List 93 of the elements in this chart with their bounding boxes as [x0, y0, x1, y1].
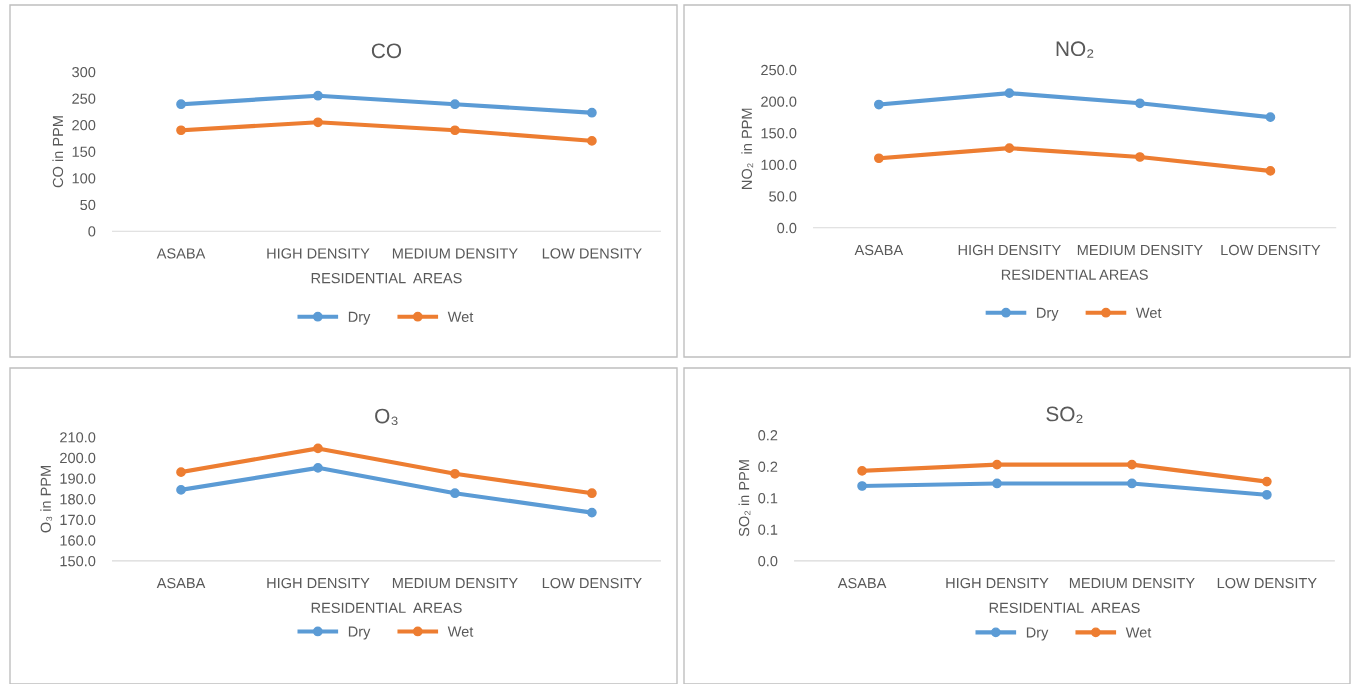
y-tick-label: 50 — [80, 199, 96, 211]
y-tick-label: 200.0 — [761, 96, 797, 107]
point — [450, 125, 460, 136]
y-axis-title: O₃ in PPM — [40, 466, 53, 533]
y-tick-label: 200.0 — [60, 452, 96, 464]
y-tick-label: 150 — [72, 146, 96, 157]
y-tick-label: 0.0 — [758, 555, 778, 567]
point — [1004, 88, 1015, 99]
point — [450, 488, 460, 499]
point — [992, 478, 1002, 489]
y-tick-label: 180.0 — [60, 494, 96, 505]
y-tick-label: 160.0 — [60, 535, 96, 546]
point — [857, 466, 867, 476]
point — [1004, 143, 1015, 153]
point — [857, 481, 867, 491]
point — [873, 99, 884, 110]
x-tick-label: ASABA — [854, 244, 904, 256]
x-tick-label: ASABA — [837, 577, 887, 589]
legend-label: Wet — [1135, 307, 1162, 318]
y-tick-label: 50.0 — [769, 191, 797, 202]
legend-label: Wet — [447, 626, 474, 637]
x-tick-label: MEDIUM DENSITY — [1069, 577, 1195, 589]
point — [1261, 476, 1272, 487]
point — [1135, 98, 1145, 109]
point — [1127, 459, 1137, 470]
point — [992, 459, 1002, 470]
y-tick-label: 210.0 — [60, 432, 96, 443]
chart-title: O₃ — [375, 408, 398, 426]
point — [1261, 489, 1272, 500]
legend-label: Dry — [348, 626, 371, 640]
point — [313, 443, 323, 454]
y-tick-label: 100.0 — [761, 159, 797, 170]
point — [587, 107, 597, 118]
y-tick-label: 0.1 — [758, 493, 778, 504]
point — [450, 99, 460, 110]
chart-title: SO₂ — [1046, 406, 1083, 423]
point — [176, 467, 186, 478]
y-tick-label: 0.2 — [758, 461, 778, 472]
x-tick-label: ASABA — [156, 577, 206, 589]
legend-label: Dry — [1026, 627, 1049, 641]
point — [873, 153, 884, 164]
x-tick-label: HIGH DENSITY — [267, 577, 370, 589]
legend-label: Wet — [447, 311, 474, 322]
point — [587, 136, 597, 146]
legend-label: Wet — [1125, 627, 1152, 638]
point — [1265, 166, 1276, 176]
x-axis-title: RESIDENTIAL AREAS — [311, 602, 462, 613]
point — [176, 485, 186, 495]
y-tick-label: 100 — [72, 173, 96, 184]
point — [313, 117, 323, 128]
y-axis-title: CO in PPM — [52, 116, 64, 188]
y-tick-label: 170.0 — [60, 514, 96, 526]
y-tick-label: 190.0 — [60, 473, 96, 484]
x-tick-label: HIGH DENSITY — [267, 248, 370, 259]
x-tick-label: LOW DENSITY — [1217, 577, 1317, 589]
y-tick-label: 0.1 — [758, 524, 778, 535]
point — [450, 468, 460, 479]
y-tick-label: 250.0 — [761, 64, 797, 76]
point — [1265, 112, 1276, 123]
y-tick-label: 200 — [72, 120, 96, 131]
point — [313, 462, 323, 473]
y-tick-label: 250 — [72, 93, 96, 104]
x-tick-label: LOW DENSITY — [1221, 244, 1321, 256]
y-tick-label: 150.0 — [761, 128, 797, 139]
x-tick-label: MEDIUM DENSITY — [392, 248, 518, 259]
x-tick-label: LOW DENSITY — [542, 248, 642, 259]
y-axis-title: SO₂ in PPM — [738, 460, 751, 537]
x-tick-label: HIGH DENSITY — [958, 244, 1061, 256]
point — [313, 90, 323, 101]
x-axis-title: RESIDENTIAL AREAS — [989, 602, 1140, 613]
point — [587, 507, 597, 518]
point — [587, 488, 597, 499]
x-tick-label: MEDIUM DENSITY — [392, 577, 518, 589]
x-tick-label: ASABA — [156, 248, 206, 259]
point — [176, 125, 186, 136]
x-tick-label: HIGH DENSITY — [946, 577, 1049, 589]
y-axis-title: NO₂ in PPM — [741, 108, 754, 189]
x-axis-title: RESIDENTIAL AREAS — [311, 272, 462, 284]
y-tick-label: 0 — [88, 226, 96, 237]
point — [1127, 478, 1137, 489]
chart-title: CO — [371, 43, 402, 59]
legend-label: Dry — [1037, 307, 1059, 321]
x-axis-title: RESIDENTIAL AREAS — [1001, 269, 1148, 280]
y-tick-label: 150.0 — [60, 555, 96, 567]
chart-title: NO₂ — [1056, 41, 1094, 58]
x-tick-label: MEDIUM DENSITY — [1077, 244, 1203, 256]
point — [176, 99, 186, 110]
legend-label: Dry — [348, 311, 371, 325]
point — [1135, 152, 1145, 162]
y-tick-label: 0.2 — [758, 430, 778, 441]
x-tick-label: LOW DENSITY — [542, 577, 642, 589]
y-tick-label: 0.0 — [777, 222, 797, 234]
y-tick-label: 300 — [72, 66, 96, 78]
